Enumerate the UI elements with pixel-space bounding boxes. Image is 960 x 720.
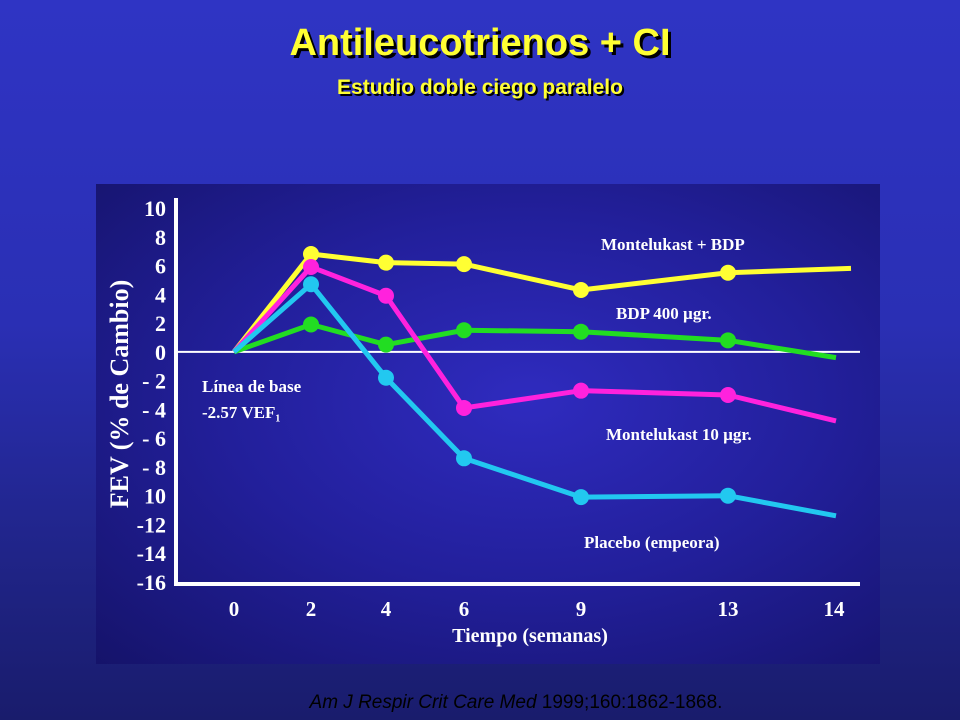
y-tick-label: 10 [144, 196, 166, 221]
series-label: Montelukast 10 µgr. [606, 425, 752, 444]
y-tick-label: 10 [144, 484, 166, 509]
series-1 [233, 316, 837, 361]
data-point [720, 264, 736, 281]
series-label: Montelukast + BDP [601, 235, 745, 254]
series-label: BDP 400 µgr. [616, 304, 712, 323]
data-point [303, 258, 319, 275]
x-tick-label: 6 [459, 597, 470, 621]
series-label: Placebo (empeora) [584, 533, 719, 552]
data-point [378, 287, 394, 304]
y-tick-label: - 8 [142, 455, 166, 480]
data-point [303, 316, 319, 333]
chart-panel: 10 8 6 4 2 0 - 2 - 4 - 6 - 8 10 -12 -14 -16 0 2 4 6 9 13 14… [96, 184, 880, 664]
data-point [720, 487, 736, 504]
data-point [378, 254, 394, 271]
y-tick-label: 4 [155, 282, 166, 307]
data-point [378, 336, 394, 353]
data-point [720, 332, 736, 349]
y-axis-label: FEV (% de Cambio) [105, 280, 134, 508]
citation: Am J Respir Crit Care Med 1999;160:1862-… [0, 692, 960, 714]
y-tick-label: -16 [137, 570, 166, 595]
citation-details: 1999;160:1862-1868. [536, 692, 723, 713]
baseline-annotation-line1: Línea de base [202, 377, 302, 396]
y-tick-label: -14 [137, 541, 166, 566]
data-point [378, 369, 394, 386]
x-tick-label: 2 [306, 597, 317, 621]
data-point [573, 323, 589, 340]
slide-subtitle: Estudio doble ciego paralelo [337, 76, 623, 99]
data-point [573, 281, 589, 298]
data-point [456, 450, 472, 467]
series-3 [232, 276, 837, 519]
x-tick-label: 13 [718, 597, 739, 621]
data-point [456, 256, 472, 273]
y-tick-label: - 2 [142, 369, 166, 394]
data-point [573, 382, 589, 399]
data-point [303, 246, 319, 263]
series-0 [232, 246, 852, 354]
x-tick-label: 9 [576, 597, 587, 621]
y-tick-label: - 6 [142, 426, 166, 451]
y-tick-label: 0 [155, 340, 166, 365]
data-point [573, 489, 589, 506]
y-tick-label: 8 [155, 225, 166, 250]
citation-journal: Am J Respir Crit Care Med [309, 692, 537, 713]
baseline-annotation-line2: -2.57 VEF₁ [202, 403, 280, 422]
y-tick-label: 2 [155, 311, 166, 336]
data-point [303, 276, 319, 293]
series-2 [232, 258, 837, 424]
x-tick-label: 4 [381, 597, 392, 621]
data-point [720, 387, 736, 403]
x-axis-label: Tiempo (semanas) [452, 625, 608, 647]
data-point [456, 322, 472, 339]
x-tick-label: 0 [229, 597, 240, 621]
line-chart: 10 8 6 4 2 0 - 2 - 4 - 6 - 8 10 -12 -14 -16 0 2 4 6 9 13 14… [105, 196, 860, 647]
y-tick-label: 6 [155, 254, 166, 279]
slide-title: Antileucotrienos + CI [289, 22, 671, 64]
x-tick-label: 14 [824, 597, 846, 621]
y-tick-label: -12 [137, 512, 166, 537]
y-tick-label: - 4 [142, 397, 166, 422]
data-point [456, 399, 472, 416]
